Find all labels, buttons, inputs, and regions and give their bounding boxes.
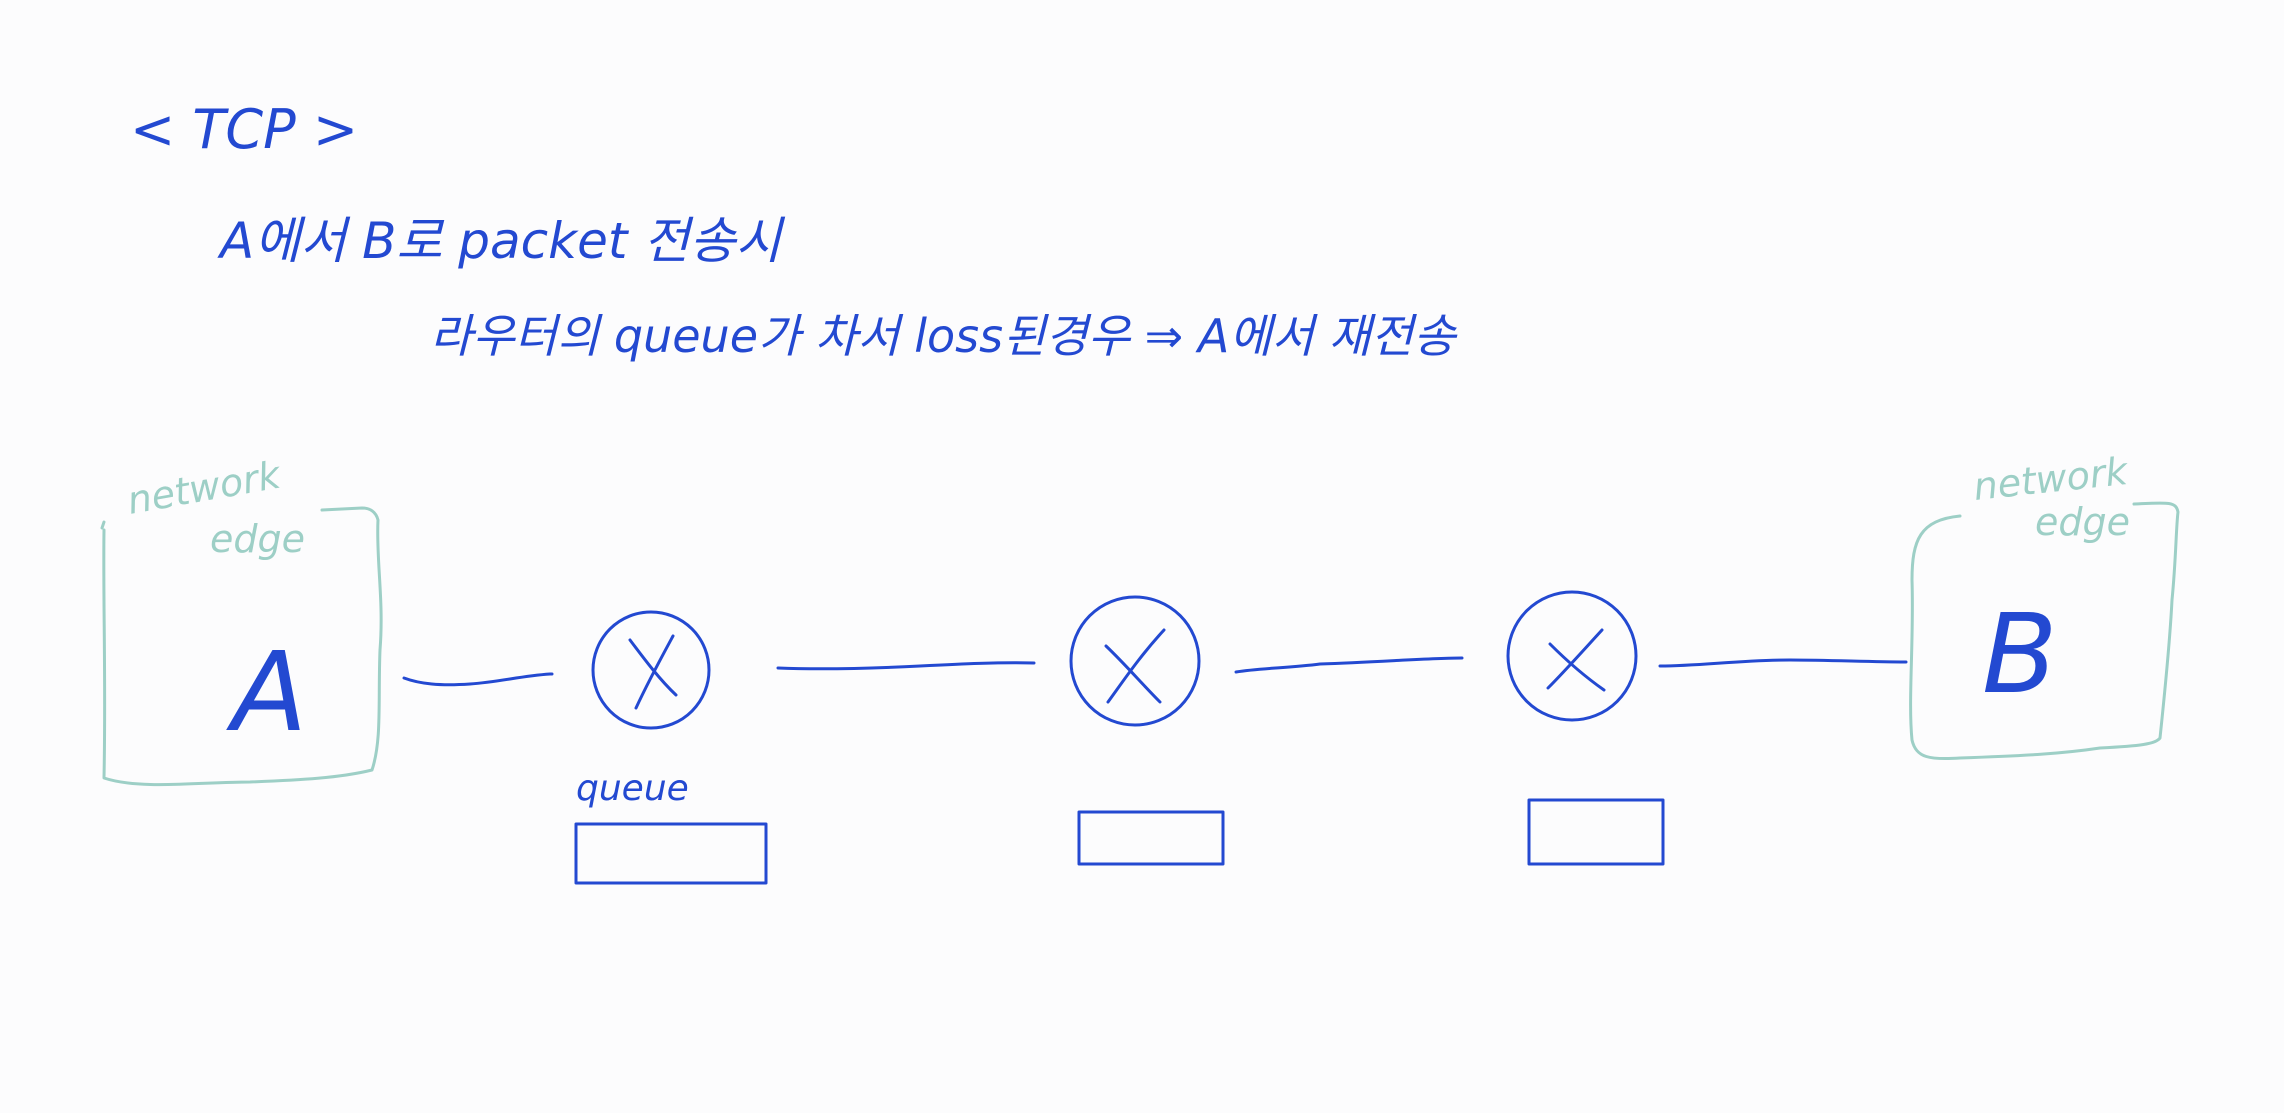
host-a-label: A xyxy=(226,628,307,756)
router-1 xyxy=(591,610,711,730)
heading-title: < TCP > xyxy=(130,98,358,161)
router-2 xyxy=(1069,595,1201,727)
network-edge-a-border xyxy=(100,506,383,787)
router-2-circle xyxy=(1069,595,1201,727)
network-edge-b: network edge B xyxy=(1909,449,2180,761)
router-3-circle xyxy=(1506,590,1638,722)
network-edge-a-label-1: network xyxy=(124,452,286,522)
link-a-router-1 xyxy=(402,672,554,687)
router-2-x-icon xyxy=(1104,628,1166,704)
network-edge-b-border xyxy=(1909,501,2180,761)
queue-router-3 xyxy=(1527,798,1665,866)
network-edge-a-label-2: edge xyxy=(210,517,305,561)
network-edge-a: network edge A xyxy=(100,452,383,787)
router-1-x-icon xyxy=(628,634,678,710)
link-router-1-router-2 xyxy=(776,661,1036,671)
link-router-2-router-3 xyxy=(1234,656,1464,674)
note-line-1: A에서 B로 packet 전송시 xyxy=(217,212,785,270)
network-edge-b-label-2: edge xyxy=(2035,500,2130,544)
queue-router-1 xyxy=(574,822,768,885)
note-line-2: 라우터의 queue가 차서 loss된경우 ⇒ A에서 재전송 xyxy=(430,309,1458,363)
link-router-3-b xyxy=(1658,658,1908,668)
queue-router-2 xyxy=(1077,810,1225,866)
router-3-x-icon xyxy=(1546,628,1606,692)
router-3 xyxy=(1506,590,1638,722)
queue-label: queue xyxy=(576,768,689,809)
router-1-circle xyxy=(591,610,711,730)
host-b-label: B xyxy=(1982,590,2057,718)
